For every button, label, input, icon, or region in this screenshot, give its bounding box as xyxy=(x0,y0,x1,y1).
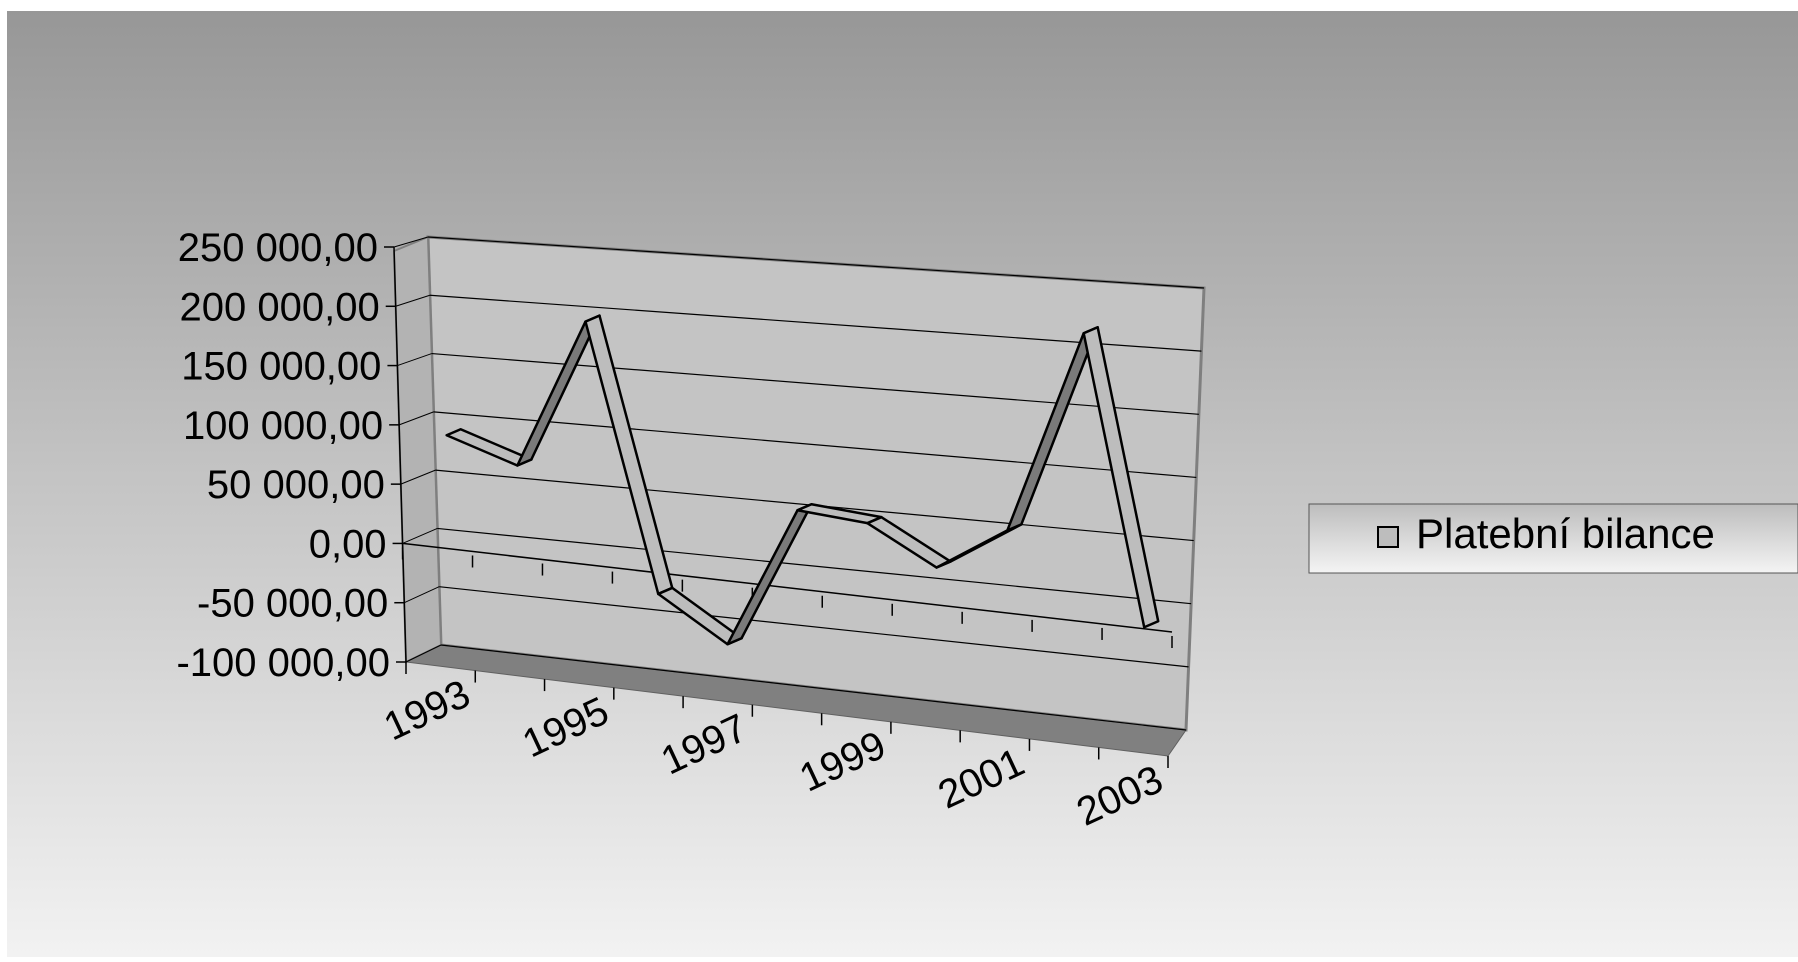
legend-label: Platební bilance xyxy=(1416,510,1715,557)
y-tick-label: -50 000,00 xyxy=(197,582,388,626)
y-tick-label: 200 000,00 xyxy=(180,285,380,329)
y-tick-label: 100 000,00 xyxy=(183,404,383,448)
y-tick-label: 250 000,00 xyxy=(178,226,378,270)
legend: Platební bilance xyxy=(1309,504,1798,573)
y-tick-label: -100 000,00 xyxy=(176,641,390,685)
legend-swatch xyxy=(1378,527,1398,547)
y-tick-label: 150 000,00 xyxy=(181,345,381,389)
y-tick-label: 0,00 xyxy=(309,522,387,566)
y-tick-label: 50 000,00 xyxy=(207,463,385,507)
